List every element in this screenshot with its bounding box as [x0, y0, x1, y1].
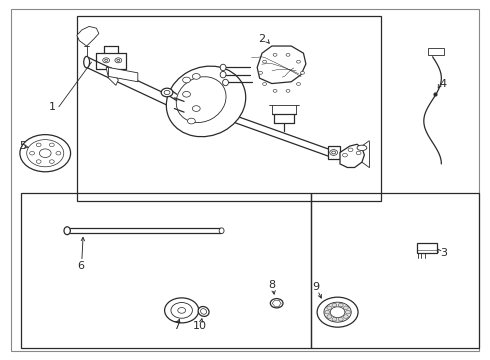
- Circle shape: [49, 143, 54, 147]
- Ellipse shape: [176, 77, 226, 122]
- Text: 7: 7: [173, 321, 180, 331]
- Circle shape: [343, 315, 348, 318]
- Circle shape: [188, 118, 196, 124]
- Circle shape: [263, 60, 267, 63]
- Text: 1: 1: [49, 102, 56, 112]
- Circle shape: [270, 298, 283, 308]
- Bar: [428, 48, 444, 55]
- Bar: [416, 243, 437, 253]
- Circle shape: [183, 91, 191, 97]
- Circle shape: [327, 306, 332, 310]
- Text: 2: 2: [259, 34, 266, 44]
- Bar: [311, 193, 479, 348]
- Circle shape: [171, 302, 193, 318]
- Circle shape: [117, 59, 120, 62]
- Text: 5: 5: [19, 141, 26, 151]
- Ellipse shape: [220, 64, 226, 71]
- Bar: [77, 16, 381, 202]
- Ellipse shape: [166, 66, 245, 137]
- Polygon shape: [109, 67, 138, 82]
- Text: 4: 4: [440, 78, 447, 89]
- Circle shape: [165, 298, 199, 323]
- Circle shape: [178, 307, 186, 313]
- Circle shape: [115, 58, 122, 63]
- Polygon shape: [340, 144, 365, 167]
- Ellipse shape: [219, 228, 224, 234]
- Circle shape: [36, 143, 41, 147]
- Circle shape: [183, 77, 191, 83]
- Circle shape: [324, 302, 351, 322]
- Circle shape: [164, 90, 170, 95]
- Circle shape: [20, 135, 71, 172]
- Circle shape: [263, 82, 267, 85]
- Circle shape: [332, 303, 337, 307]
- Circle shape: [296, 60, 300, 63]
- Circle shape: [332, 318, 337, 321]
- Circle shape: [27, 140, 64, 167]
- Circle shape: [103, 58, 110, 63]
- Circle shape: [193, 73, 200, 79]
- Circle shape: [332, 151, 336, 154]
- Ellipse shape: [200, 309, 207, 314]
- Circle shape: [330, 307, 345, 318]
- Ellipse shape: [64, 227, 71, 235]
- Circle shape: [348, 148, 353, 152]
- Text: 9: 9: [312, 282, 319, 292]
- Circle shape: [300, 71, 304, 74]
- Circle shape: [345, 310, 350, 314]
- Circle shape: [338, 318, 343, 321]
- Circle shape: [161, 88, 173, 97]
- Circle shape: [317, 297, 358, 327]
- Circle shape: [193, 106, 200, 111]
- Ellipse shape: [220, 71, 226, 78]
- Polygon shape: [77, 26, 99, 46]
- Circle shape: [296, 82, 300, 85]
- Bar: [21, 193, 311, 348]
- Circle shape: [343, 153, 347, 157]
- Ellipse shape: [198, 306, 209, 316]
- Circle shape: [286, 53, 290, 56]
- Bar: [328, 146, 340, 159]
- Circle shape: [39, 149, 51, 157]
- Circle shape: [325, 310, 330, 314]
- Circle shape: [356, 151, 361, 155]
- Circle shape: [49, 160, 54, 163]
- Circle shape: [56, 152, 61, 155]
- Circle shape: [286, 89, 290, 92]
- Ellipse shape: [357, 145, 367, 150]
- Text: 8: 8: [269, 280, 276, 291]
- Circle shape: [338, 303, 343, 307]
- Polygon shape: [106, 67, 118, 85]
- Circle shape: [330, 150, 338, 156]
- Circle shape: [36, 160, 41, 163]
- Polygon shape: [257, 46, 306, 84]
- Circle shape: [327, 315, 332, 318]
- Circle shape: [343, 306, 348, 310]
- Ellipse shape: [222, 79, 228, 86]
- Text: 10: 10: [193, 321, 207, 331]
- Circle shape: [259, 71, 263, 74]
- Circle shape: [30, 152, 34, 155]
- Circle shape: [273, 53, 277, 56]
- Circle shape: [105, 59, 108, 62]
- Ellipse shape: [84, 57, 90, 68]
- Text: 6: 6: [77, 261, 84, 271]
- Circle shape: [273, 89, 277, 92]
- Text: 3: 3: [440, 248, 447, 258]
